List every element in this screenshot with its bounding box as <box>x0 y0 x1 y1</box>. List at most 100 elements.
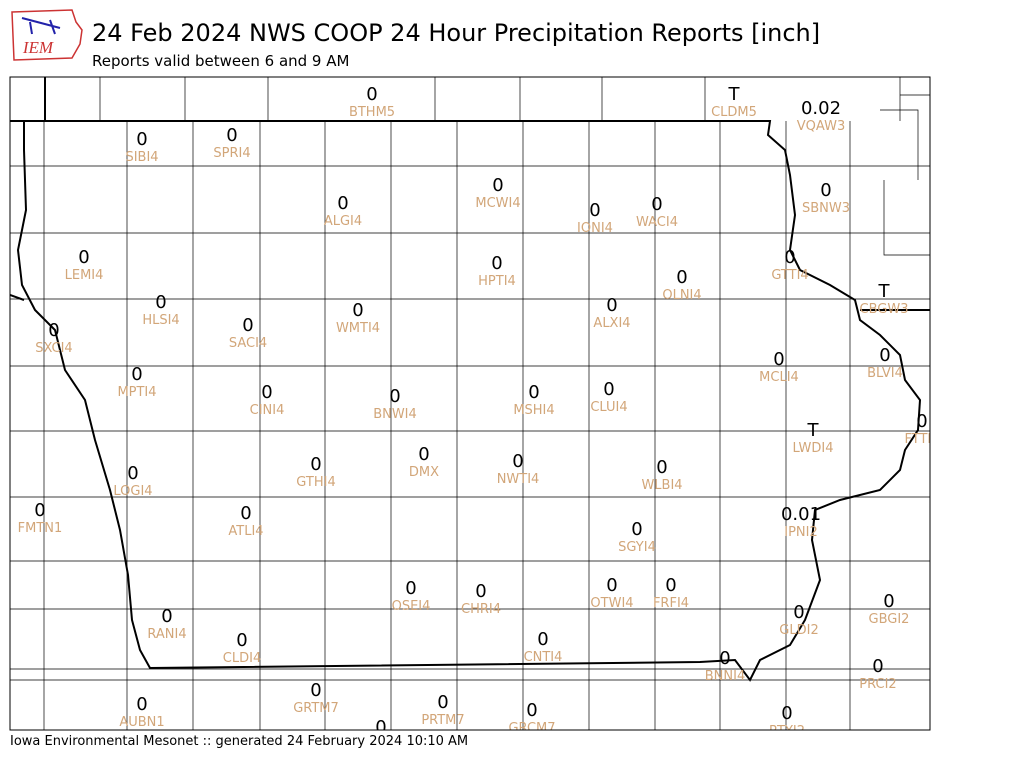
station-id: RANI4 <box>147 627 186 642</box>
station-id: SACI4 <box>229 336 267 351</box>
station-id: SXCI4 <box>35 341 72 356</box>
precip-value: 0 <box>240 503 251 524</box>
precip-value: 0 <box>526 700 537 721</box>
precip-value: 0 <box>131 364 142 385</box>
station-id: MPTI4 <box>117 385 156 400</box>
precip-value: 0 <box>719 648 730 669</box>
footer: Iowa Environmental Mesonet :: generated … <box>10 734 468 749</box>
station-id: GRCM7 <box>508 721 555 736</box>
precip-value: 0 <box>784 247 795 268</box>
precip-value: 0 <box>352 300 363 321</box>
precip-value: 0 <box>656 457 667 478</box>
station-id: CNTI4 <box>524 650 563 665</box>
station-id: LOGI4 <box>113 484 152 499</box>
logo-text: IEM <box>22 38 54 57</box>
station-id: GTHI4 <box>296 475 335 490</box>
station-id: DMX <box>409 465 439 480</box>
station-id: BTHM5 <box>349 105 395 120</box>
station-id: HPTI4 <box>478 274 516 289</box>
precip-value: 0 <box>242 315 253 336</box>
station-id: FMTN1 <box>18 521 63 536</box>
station-id: GLDI2 <box>779 623 818 638</box>
precip-value: T <box>878 281 891 302</box>
station-id: HLSI4 <box>142 313 179 328</box>
station-id: CHRI4 <box>461 602 501 617</box>
station-id: SBNW3 <box>802 201 850 216</box>
precip-value: 0 <box>226 125 237 146</box>
precip-value: 0 <box>475 581 486 602</box>
precip-value: 0 <box>375 717 386 738</box>
precip-value: 0 <box>872 656 883 677</box>
precip-value: 0 <box>366 84 377 105</box>
precip-value: T <box>728 84 741 105</box>
station-id: BLVI4 <box>867 366 903 381</box>
precip-value: 0 <box>161 606 172 627</box>
station-id: PRTM7 <box>421 713 464 728</box>
station-id: CLDI4 <box>223 651 261 666</box>
station-id: WACI4 <box>636 215 678 230</box>
precip-value: 0 <box>48 320 59 341</box>
station-id: MCWI4 <box>475 196 520 211</box>
station-id: BNWI4 <box>373 407 417 422</box>
station-id: LEMI4 <box>65 268 104 283</box>
precip-value: 0 <box>418 444 429 465</box>
precip-value: 0 <box>491 253 502 274</box>
precip-value: 0 <box>916 411 927 432</box>
subtitle: Reports valid between 6 and 9 AM <box>92 52 349 70</box>
station-id: CINI4 <box>250 403 285 418</box>
precip-value: 0 <box>512 451 523 472</box>
precip-value: 0 <box>665 575 676 596</box>
station-id: OSEI4 <box>392 599 431 614</box>
precip-value: 0 <box>310 680 321 701</box>
precip-value: 0.02 <box>801 98 841 119</box>
precip-value: 0 <box>34 500 45 521</box>
precip-value: 0 <box>820 180 831 201</box>
precip-value: 0 <box>492 175 503 196</box>
precip-value: 0 <box>405 578 416 599</box>
station-id: SGYI4 <box>618 540 656 555</box>
station-id: WLBI4 <box>641 478 682 493</box>
station-id: VQAW3 <box>797 119 845 134</box>
station-id: IPNI2 <box>784 525 818 540</box>
station-id: LWDI4 <box>792 441 833 456</box>
precip-value: 0 <box>606 295 617 316</box>
logo: IEM <box>11 9 83 61</box>
precip-value: 0 <box>631 519 642 540</box>
station-id: GRTM7 <box>293 701 339 716</box>
station-id: CLDM5 <box>711 105 757 120</box>
station-id: GTTI4 <box>771 268 808 283</box>
precip-value: T <box>807 420 820 441</box>
precip-value: 0 <box>781 703 792 724</box>
precip-value: 0 <box>537 629 548 650</box>
station-id: IONI4 <box>577 221 613 236</box>
station-id: CLUI4 <box>590 400 627 415</box>
precip-value: 0 <box>261 382 272 403</box>
precip-value: 0 <box>676 267 687 288</box>
county-lines <box>10 77 930 730</box>
precip-value: 0 <box>773 349 784 370</box>
station-id: MSHI4 <box>513 403 554 418</box>
station-id: OTWI4 <box>590 596 633 611</box>
precip-value: 0 <box>127 463 138 484</box>
precip-value: 0 <box>589 200 600 221</box>
precip-value: 0 <box>236 630 247 651</box>
precip-value: 0 <box>136 694 147 715</box>
station-id: NWTI4 <box>497 472 540 487</box>
precip-value: 0 <box>155 292 166 313</box>
station-id: OLNI4 <box>662 288 701 303</box>
precip-value: 0 <box>883 591 894 612</box>
precip-value: 0 <box>136 129 147 150</box>
station-id: SIBI4 <box>125 150 158 165</box>
station-id: ATLI4 <box>228 524 263 539</box>
precip-value: 0 <box>793 602 804 623</box>
station-id: MCLI4 <box>759 370 799 385</box>
station-id: SPRI4 <box>213 146 250 161</box>
station-id: BNNI4 <box>705 669 745 684</box>
title: 24 Feb 2024 NWS COOP 24 Hour Precipitati… <box>92 19 820 47</box>
station-id: GBGI2 <box>869 612 910 627</box>
station-id: WMTI4 <box>336 321 380 336</box>
precip-value: 0 <box>78 247 89 268</box>
